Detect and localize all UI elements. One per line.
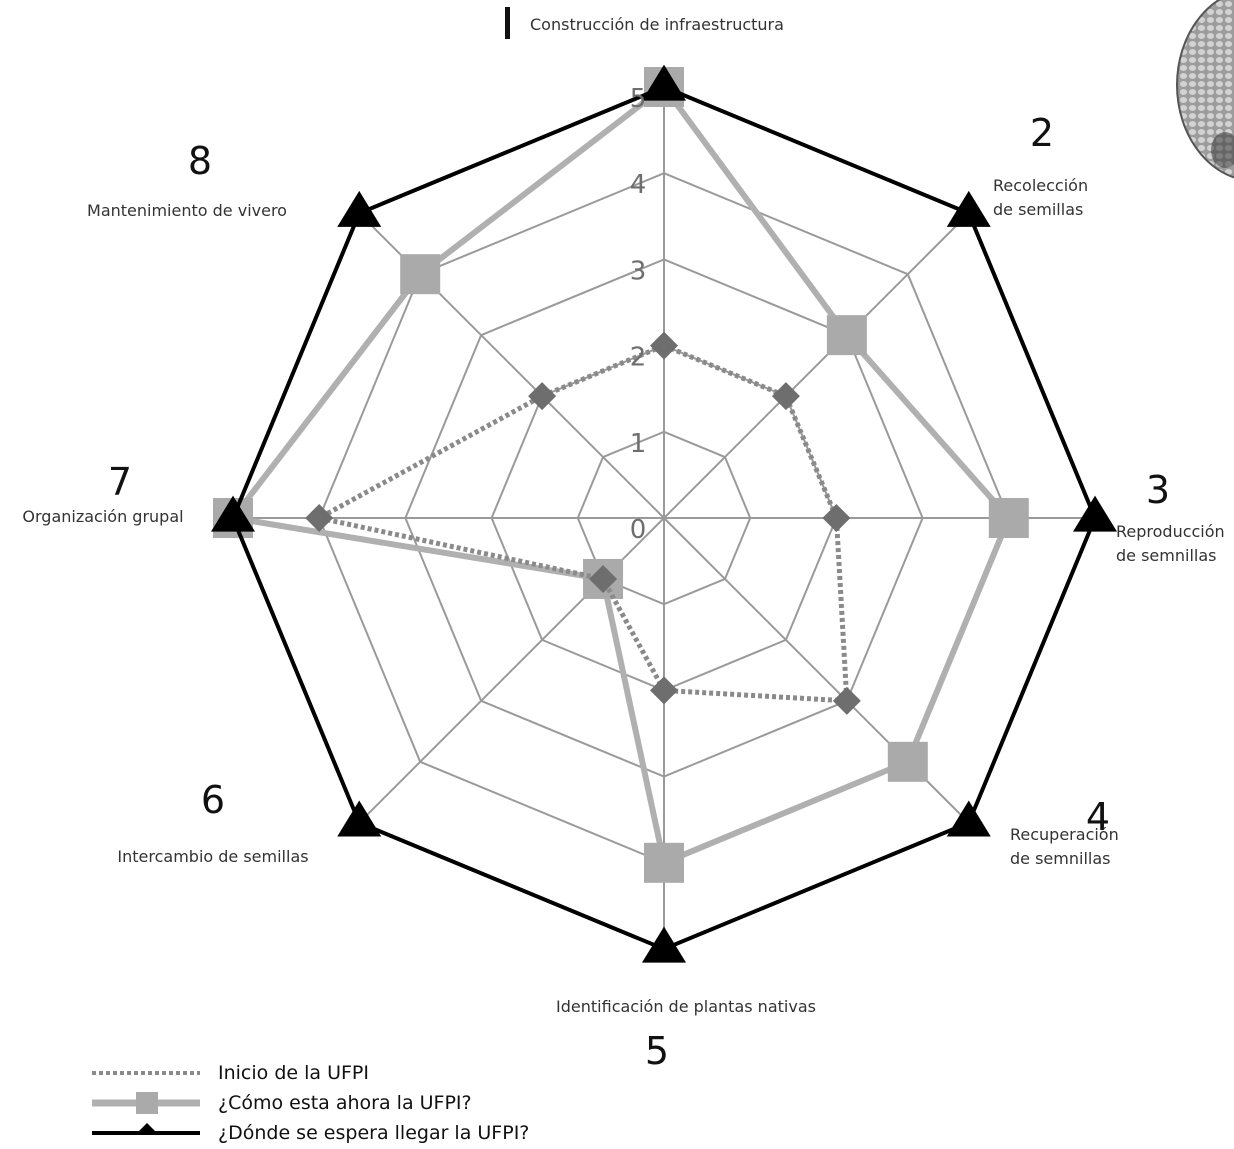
- axis-number: 7: [108, 460, 132, 504]
- axis-number: 2: [1030, 111, 1054, 155]
- axis-2: 2 Recolección de semillas: [993, 111, 1088, 219]
- series-1: [305, 331, 861, 715]
- series-point-square: [826, 315, 867, 356]
- series-point-diamond: [528, 382, 557, 411]
- tick-label: 3: [630, 256, 647, 286]
- tick-label: 5: [630, 84, 647, 114]
- axis-label: Mantenimiento de vivero: [87, 201, 287, 220]
- axis-label: de semillas: [993, 200, 1083, 219]
- series-point-triangle: [642, 926, 686, 963]
- axis-label: Identificación de plantas nativas: [556, 997, 816, 1016]
- series-point-diamond: [589, 564, 618, 593]
- legend-item-3: ¿Dónde se espera llegar la UFPI?: [92, 1122, 529, 1144]
- axis-label: Organización grupal: [22, 507, 183, 526]
- axis-label: Recolección: [993, 176, 1088, 195]
- axis-label: Construcción de infraestructura: [530, 15, 784, 34]
- series-point-diamond: [832, 686, 861, 715]
- legend-label: ¿Cómo esta ahora la UFPI?: [218, 1092, 472, 1114]
- axis-label: Reproducción: [1116, 522, 1225, 541]
- axis-3: 3 Reproducción de semnillas: [1116, 468, 1225, 565]
- series-point-diamond: [822, 504, 851, 532]
- corn-image: [1176, 0, 1234, 179]
- series-3: [211, 64, 1117, 963]
- axis-1: Construcción de infraestructura: [505, 7, 784, 39]
- series-point-square: [400, 254, 441, 295]
- series-point-triangle: [642, 64, 686, 101]
- radar-axis-labels: Construcción de infraestructura 2 Recolecc…: [22, 7, 1225, 1073]
- series-point-diamond: [650, 331, 678, 360]
- axis-number: 5: [645, 1029, 669, 1073]
- axis-label: Recuperación: [1010, 825, 1119, 844]
- axis-number: 8: [188, 139, 212, 183]
- axis-number: 6: [201, 778, 225, 822]
- legend: Inicio de la UFPI ¿Cómo esta ahora la UFP…: [92, 1062, 529, 1144]
- legend-item-2: ¿Cómo esta ahora la UFPI?: [92, 1092, 472, 1114]
- axis-number: 4: [1086, 795, 1110, 839]
- axis-5: 5 Identificación de plantas nativas: [556, 997, 816, 1073]
- axis-number: [505, 7, 510, 39]
- radar-series: [211, 64, 1117, 963]
- axis-label: de semnillas: [1116, 546, 1216, 565]
- series-point-square: [887, 741, 928, 782]
- series-point-diamond: [771, 382, 800, 411]
- radar-tick-labels: 0 1 2 3 4 5: [630, 84, 647, 545]
- series-point-triangle: [946, 800, 991, 837]
- axis-8: 8 Mantenimiento de vivero: [87, 139, 287, 220]
- axis-label: Intercambio de semillas: [117, 847, 308, 866]
- series-point-diamond: [305, 504, 334, 532]
- series-point-square: [988, 498, 1029, 538]
- legend-marker: [136, 1092, 158, 1114]
- legend-label: Inicio de la UFPI: [218, 1062, 369, 1084]
- axis-number: 3: [1146, 468, 1170, 512]
- tick-label: 4: [630, 170, 647, 200]
- series-point-triangle: [946, 190, 991, 227]
- series-point-triangle: [337, 800, 382, 837]
- tick-label: 1: [630, 429, 647, 459]
- series-point-diamond: [650, 676, 678, 705]
- series-point-triangle: [211, 495, 255, 532]
- series-point-square: [644, 842, 684, 883]
- grid-spoke-2: [663, 212, 970, 519]
- legend-marker: [135, 1123, 159, 1135]
- tick-label: 0: [630, 515, 647, 545]
- axis-6: 6 Intercambio de semillas: [117, 778, 308, 866]
- axis-7: 7 Organización grupal: [22, 460, 183, 526]
- legend-label: ¿Dónde se espera llegar la UFPI?: [218, 1122, 529, 1144]
- axis-label: de semnillas: [1010, 849, 1110, 868]
- series-point-triangle: [337, 190, 382, 227]
- legend-item-1: Inicio de la UFPI: [92, 1062, 369, 1084]
- tick-label: 2: [630, 343, 647, 373]
- series-point-triangle: [1073, 495, 1117, 532]
